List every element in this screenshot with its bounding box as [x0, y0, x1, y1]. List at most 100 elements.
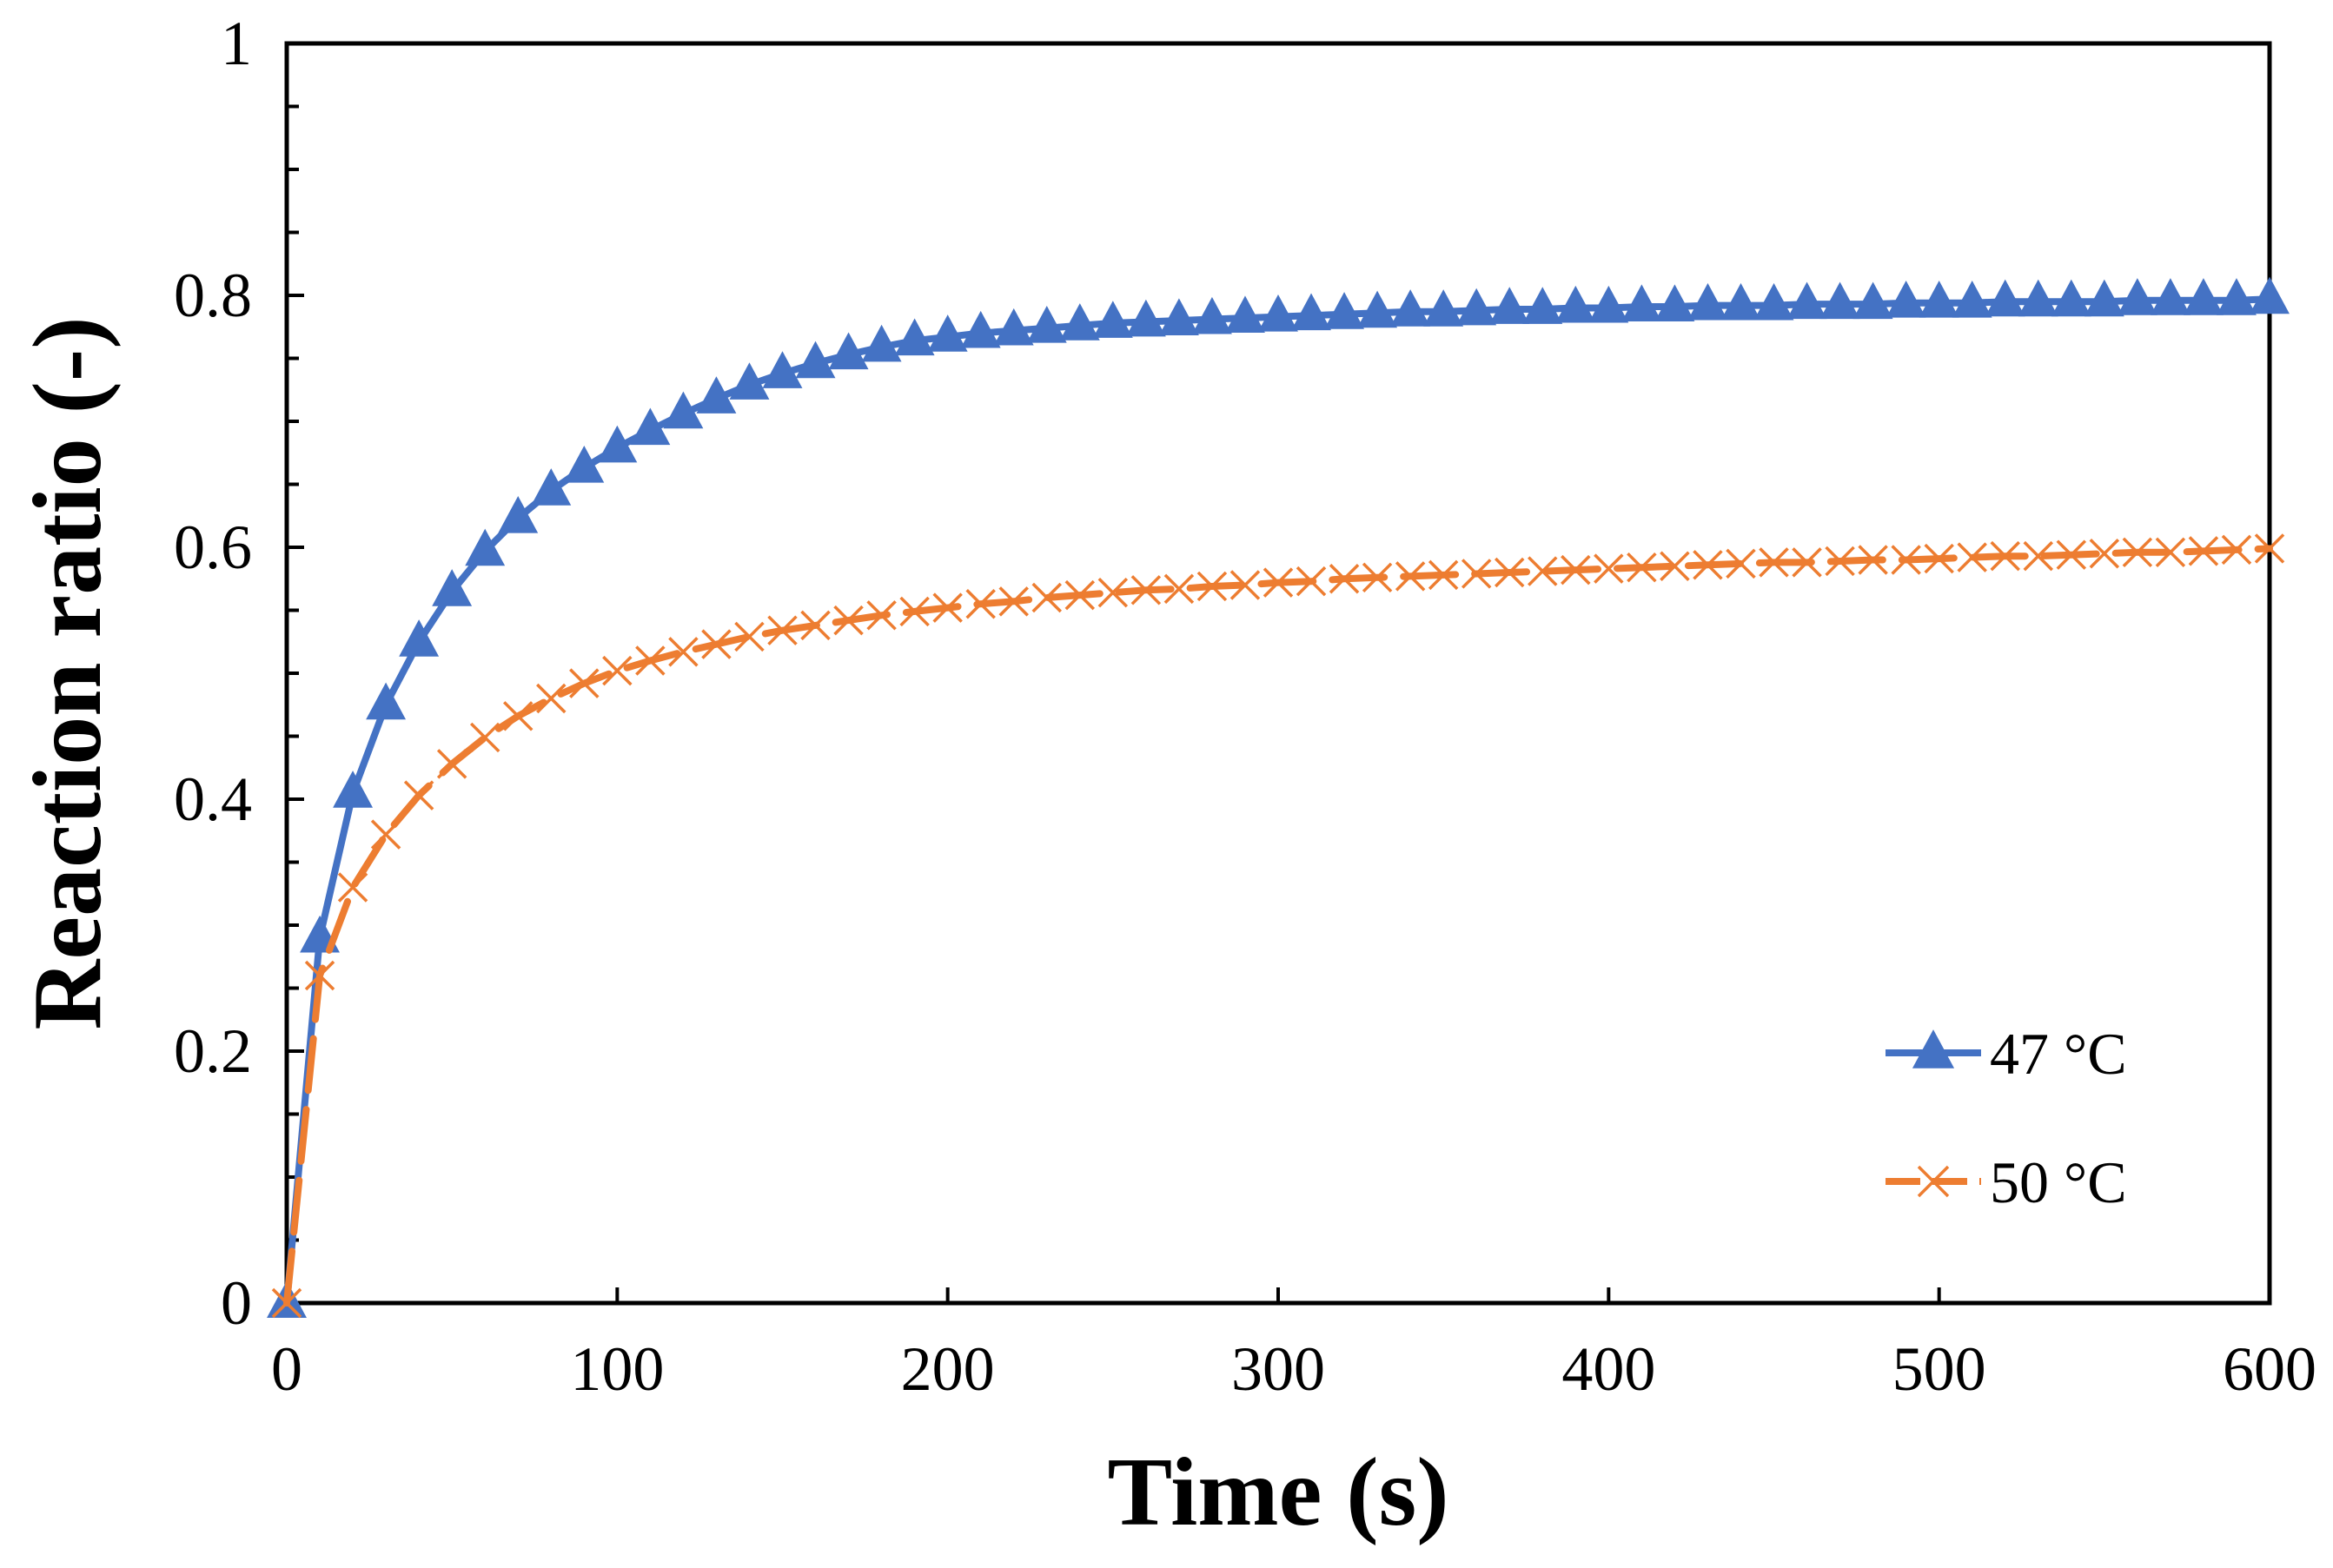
data-point: [2217, 278, 2257, 315]
data-point: [1263, 567, 1294, 598]
data-point: [1163, 573, 1195, 605]
data-point: [403, 780, 434, 810]
data-point: [1627, 552, 1657, 583]
data-point: [1291, 293, 1331, 331]
x-tick-label: 400: [1561, 1334, 1655, 1404]
data-point: [1957, 542, 1987, 572]
data-point: [1258, 294, 1298, 332]
data-point: [1687, 282, 1728, 321]
data-point: [1990, 540, 2020, 572]
series-line: [283, 545, 2273, 1307]
series-layer: [267, 276, 2290, 1319]
data-point: [2056, 539, 2087, 570]
data-point: [2023, 540, 2054, 572]
data-point: [1528, 556, 1558, 586]
data-point: [767, 615, 798, 645]
data-point: [333, 771, 374, 808]
data-point: [370, 819, 401, 850]
data-point: [998, 586, 1029, 617]
x-tick-label: 500: [1892, 1334, 1986, 1404]
data-point: [2051, 279, 2091, 317]
y-tick-label: 0: [221, 1268, 252, 1338]
y-tick-label: 0.8: [174, 261, 252, 330]
data-point: [1522, 287, 1563, 324]
data-point: [993, 308, 1034, 346]
data-point: [800, 610, 831, 641]
data-point: [1819, 281, 1860, 320]
data-point: [1130, 575, 1162, 605]
data-point: [1919, 281, 1959, 318]
legend-item: 47 °C: [1886, 1021, 2127, 1087]
legend: 47 °C 50 °C: [1886, 1021, 2127, 1215]
data-point: [602, 655, 633, 686]
y-axis: 0 0.2 0.4 0.6 0.8 1: [174, 9, 304, 1338]
data-point: [1357, 290, 1398, 328]
data-point: [1825, 546, 1855, 577]
data-point: [1423, 289, 1464, 327]
data-point: [1026, 306, 1067, 343]
data-point: [1059, 303, 1100, 341]
data-point: [894, 318, 935, 356]
data-point: [1726, 548, 1756, 579]
data-point: [1225, 295, 1265, 334]
data-point: [304, 960, 335, 991]
data-point: [569, 668, 600, 698]
data-point: [1395, 561, 1426, 592]
data-point: [2254, 533, 2285, 564]
data-point: [2221, 534, 2252, 566]
data-point: [1092, 301, 1133, 338]
plot-area-frame: [284, 41, 2272, 1306]
data-point: [597, 425, 638, 463]
data-point: [630, 407, 671, 446]
data-point: [1555, 285, 1596, 323]
data-point: [2089, 539, 2120, 569]
data-point: [1125, 299, 1166, 337]
data-point: [1324, 292, 1365, 329]
x-tick-label: 300: [1231, 1334, 1325, 1404]
data-point: [701, 629, 732, 659]
data-point: [965, 589, 996, 619]
x-tick-label: 200: [901, 1334, 995, 1404]
data-point: [436, 749, 467, 779]
series-47c: [267, 276, 2290, 1318]
data-point: [1494, 557, 1525, 588]
data-point: [2117, 278, 2157, 315]
data-point: [1852, 281, 1893, 320]
y-axis-title: Reaction ratio (-): [14, 316, 122, 1029]
data-point: [1196, 571, 1228, 602]
y-tick-label: 0.2: [174, 1016, 252, 1086]
data-point: [502, 701, 534, 731]
x-tick-label: 0: [271, 1334, 302, 1404]
data-point: [734, 621, 765, 652]
x-axis: 0 100 200 300 400 500 600: [271, 1287, 2316, 1404]
data-point: [1561, 554, 1591, 586]
x-tick-label: 100: [570, 1334, 664, 1404]
data-point: [1759, 547, 1789, 578]
data-point: [2084, 279, 2124, 317]
data-point: [1191, 296, 1232, 334]
data-point: [1296, 566, 1327, 597]
data-point: [1329, 564, 1360, 594]
data-point: [2150, 278, 2191, 315]
data-point: [861, 324, 902, 362]
data-point: [2122, 537, 2153, 568]
data-point: [366, 682, 407, 720]
data-point: [668, 637, 699, 667]
x-axis-title: Time (s): [1108, 1439, 1449, 1546]
data-point: [1594, 553, 1624, 584]
data-point: [899, 596, 930, 627]
x-tick-label: 600: [2223, 1334, 2316, 1404]
data-point: [1786, 281, 1827, 320]
data-point: [1924, 543, 1954, 574]
y-tick-label: 0.6: [174, 513, 252, 582]
data-point: [2018, 279, 2058, 317]
data-point: [465, 528, 506, 566]
data-point: [1428, 559, 1459, 591]
data-point: [1660, 551, 1690, 581]
data-point: [2155, 537, 2186, 568]
data-point: [1097, 577, 1129, 608]
data-point: [795, 341, 836, 379]
data-point: [399, 619, 440, 657]
data-point: [469, 722, 500, 753]
